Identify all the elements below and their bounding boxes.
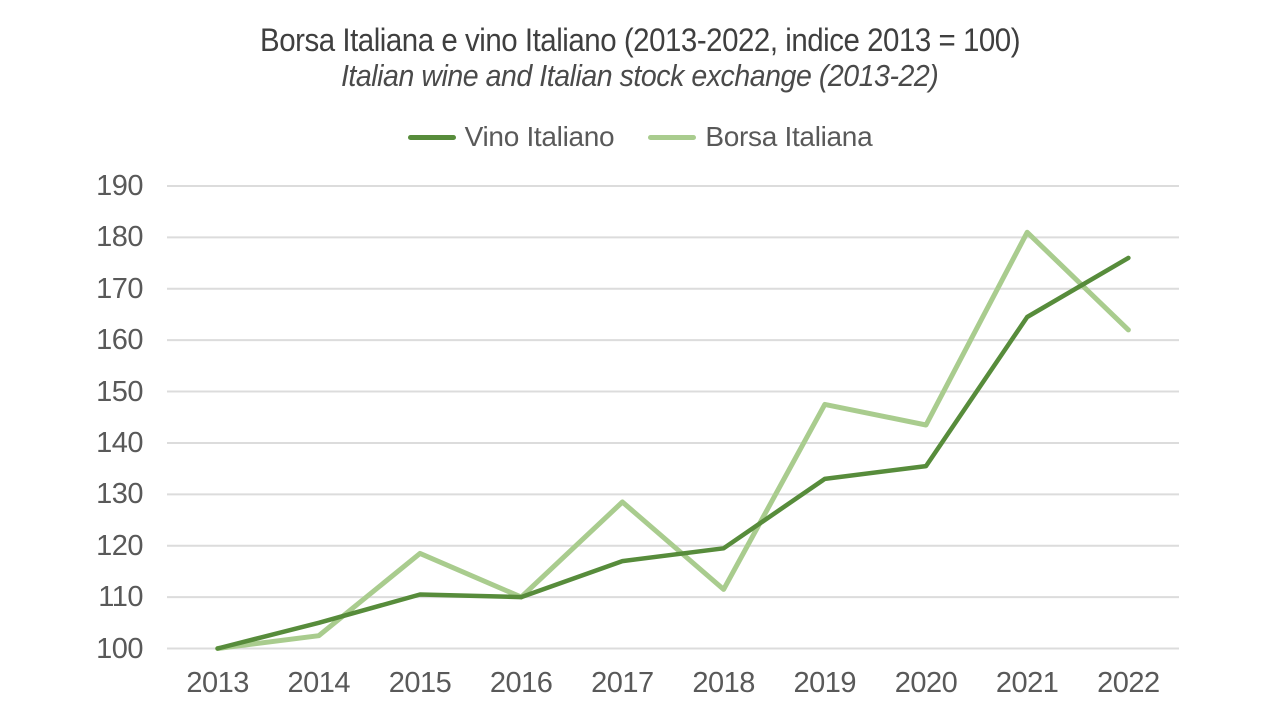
chart-subtitle-text: Italian wine and Italian stock exchange … <box>341 58 939 93</box>
x-tick-label-2021: 2021 <box>995 667 1059 699</box>
chart-subtitle: Italian wine and Italian stock exchange … <box>0 57 1280 95</box>
vino-italiano-line-swatch-icon <box>407 134 456 140</box>
legend-label-vino-italiano: Vino Italiano <box>464 121 615 152</box>
series-line-vino-italiano <box>215 255 1131 651</box>
y-tick-label-160: 160 <box>96 324 143 357</box>
y-tick-label-150: 150 <box>96 375 143 408</box>
x-tick-label-2016: 2016 <box>489 667 553 699</box>
chart-title: Borsa Italiana e vino Italiano (2013-202… <box>0 21 1280 59</box>
y-tick-label-180: 180 <box>96 221 143 254</box>
y-tick-label-110: 110 <box>98 581 143 614</box>
legend-item-borsa-italiana: Borsa Italiana <box>648 121 873 153</box>
legend-label-borsa-italiana: Borsa Italiana <box>705 121 873 152</box>
x-tick-label-2015: 2015 <box>388 667 452 699</box>
y-tick-label-100: 100 <box>96 632 143 665</box>
y-tick-label-140: 140 <box>96 426 143 459</box>
x-tick-label-2019: 2019 <box>793 667 857 699</box>
legend-item-vino-italiano: Vino Italiano <box>407 121 615 153</box>
y-tick-label-170: 170 <box>96 272 143 305</box>
x-tick-label-2018: 2018 <box>692 667 755 699</box>
y-tick-label-120: 120 <box>96 529 143 562</box>
x-tick-label-2022: 2022 <box>1097 667 1160 699</box>
y-tick-label-130: 130 <box>96 478 143 511</box>
series-line-borsa-italiana <box>215 229 1131 651</box>
x-tick-label-2014: 2014 <box>287 667 351 699</box>
y-tick-label-190: 190 <box>96 170 143 202</box>
x-tick-label-2020: 2020 <box>894 667 958 699</box>
chart-title-text: Borsa Italiana e vino Italiano (2013-202… <box>259 22 1021 58</box>
legend: Vino Italiano Borsa Italiana <box>0 120 1280 154</box>
borsa-italiana-line-swatch-icon <box>648 134 697 140</box>
x-tick-label-2013: 2013 <box>186 667 249 699</box>
x-tick-label-2017: 2017 <box>591 667 654 699</box>
